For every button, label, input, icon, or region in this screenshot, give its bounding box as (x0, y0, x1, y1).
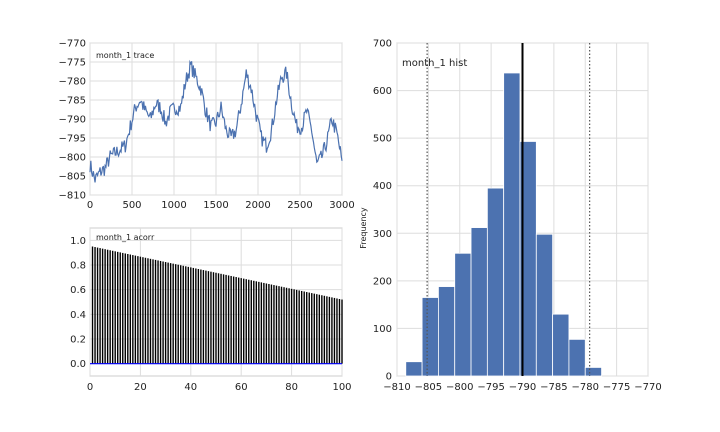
trace-xtick-label: 0 (87, 200, 93, 211)
hist-bar (535, 233, 554, 377)
hist-bar (438, 286, 456, 377)
acorr-title: month_1 acorr (96, 233, 155, 242)
trace-ytick-label: −780 (59, 77, 86, 88)
trace-ytick-label: −810 (59, 191, 86, 202)
acorr-bars (91, 246, 343, 364)
acorr-xtick-label: 20 (134, 382, 147, 393)
hist-reference-lines (426, 43, 591, 376)
trace-xtick-label: 2000 (245, 200, 270, 211)
trace-xtick-label: 2500 (287, 200, 312, 211)
acorr-xtick-label: 100 (332, 382, 351, 393)
acorr-xtick-label: 60 (235, 382, 248, 393)
acorr-ytick-label: 1.0 (70, 236, 86, 247)
hist-bar (486, 187, 505, 377)
trace-line (89, 59, 343, 183)
hist-bar (470, 227, 488, 377)
hist-xtick-label: −775 (603, 382, 630, 393)
hist-ticks: −810 −805 −800 −795 −790 −785 −780 −775 −770 0 100… (373, 39, 662, 394)
acorr-ytick-label: 0.6 (70, 285, 86, 296)
hist-xtick-label: −780 (572, 382, 599, 393)
trace-ytick-label: −805 (59, 172, 86, 183)
acorr-ytick-label: 0.2 (70, 335, 86, 346)
hist-ytick-label: 400 (373, 181, 392, 192)
acorr-xtick-label: 40 (184, 382, 197, 393)
hist-bar (421, 297, 439, 377)
trace-ytick-label: −800 (59, 153, 86, 164)
hist-xtick-label: −805 (415, 382, 442, 393)
trace-ytick-label: −790 (59, 115, 86, 126)
hist-ytick-label: 0 (386, 372, 392, 383)
acorr-xtick-label: 0 (87, 382, 93, 393)
hist-ytick-label: 600 (373, 86, 392, 97)
acorr-ytick-label: 0.4 (70, 310, 86, 321)
hist-bar (584, 367, 602, 377)
hist-bar (568, 338, 586, 377)
hist-bar (405, 361, 423, 377)
acorr-ticks: 0 20 40 60 80 100 0.0 0.2 0.4 0.6 0.8 1.0 (70, 236, 351, 393)
acorr-ytick-label: 0.8 (70, 261, 86, 272)
trace-xtick-label: 3000 (329, 200, 354, 211)
hist-bar (552, 313, 570, 377)
trace-ticks: 0 500 1000 1500 2000 2500 3000 −810 −805 −800 −795… (59, 39, 355, 212)
trace-ytick-label: −775 (59, 58, 86, 69)
hist-xtick-label: −795 (477, 382, 504, 393)
acorr-panel: 0 20 40 60 80 100 0.0 0.2 0.4 0.6 0.8 1.0 month_1 a… (70, 227, 352, 393)
hist-xtick-label: −810 (383, 382, 410, 393)
trace-panel: 0 500 1000 1500 2000 2500 3000 −810 −805 −800 −795… (59, 39, 355, 212)
trace-xtick-label: 1000 (161, 200, 186, 211)
trace-ytick-label: −795 (59, 134, 86, 145)
hist-xtick-label: −790 (509, 382, 536, 393)
hist-ytick-label: 500 (373, 134, 392, 145)
acorr-xtick-label: 80 (285, 382, 298, 393)
hist-bar (503, 72, 521, 377)
hist-ytick-label: 300 (373, 229, 392, 240)
trace-xtick-label: 1500 (203, 200, 228, 211)
trace-xtick-label: 500 (122, 200, 141, 211)
trace-ytick-label: −770 (59, 39, 86, 50)
trace-ytick-label: −785 (59, 96, 86, 107)
hist-panel: −810 −805 −800 −795 −790 −785 −780 −775 −770 0 100… (359, 39, 662, 394)
hist-ytick-label: 200 (373, 276, 392, 287)
acorr-ytick-label: 0.0 (70, 359, 86, 370)
hist-ylabel: Frequency (359, 207, 368, 249)
hist-bar (454, 252, 472, 377)
trace-title: month_1 trace (96, 51, 154, 60)
hist-ytick-label: 700 (373, 39, 392, 50)
hist-xtick-label: −800 (446, 382, 473, 393)
hist-ytick-label: 100 (373, 324, 392, 335)
hist-title: month_1 hist (402, 58, 467, 69)
hist-xtick-label: −770 (634, 382, 661, 393)
hist-xtick-label: −785 (540, 382, 567, 393)
hist-bars (405, 72, 602, 377)
